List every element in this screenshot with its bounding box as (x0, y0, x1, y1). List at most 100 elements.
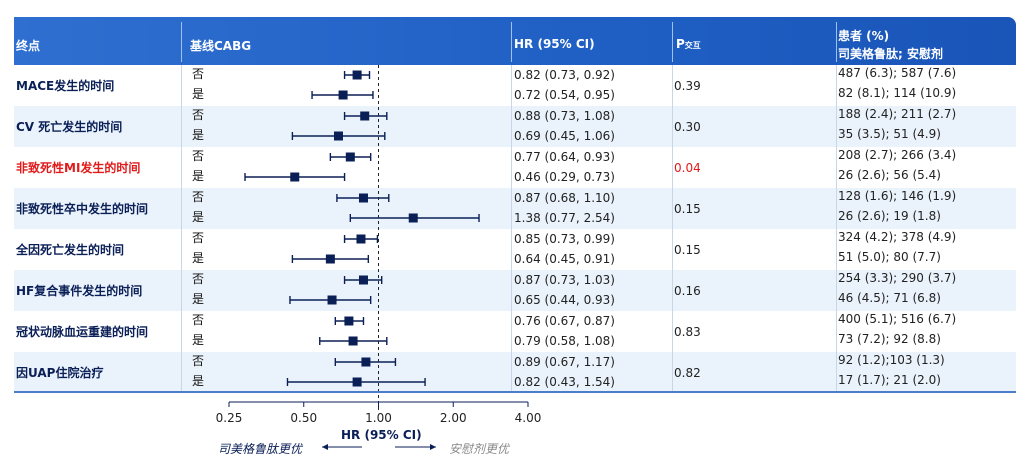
header-endpoint: 终点 (16, 39, 41, 53)
left-arrow-head (322, 444, 328, 450)
subgroup-label: 是 (192, 251, 205, 265)
endpoint-label: MACE发生的时间 (16, 79, 115, 93)
header-hr: HR (95% CI) (514, 37, 595, 51)
header-baseline: 基线CABG (190, 39, 252, 53)
hr-ci-value: 0.82 (0.43, 1.54) (514, 375, 615, 389)
subgroup-label: 否 (192, 108, 205, 122)
hr-marker (333, 131, 343, 141)
hr-ci-value: 0.65 (0.44, 0.93) (514, 293, 615, 307)
x-tick-label: 0.25 (215, 411, 243, 425)
column-divider (511, 65, 512, 391)
right-arrow-head (430, 444, 436, 450)
subgroup-label: 是 (192, 169, 205, 183)
subgroup-label: 否 (192, 231, 205, 245)
hr-marker (408, 213, 418, 223)
p-interaction-value: 0.82 (674, 366, 701, 380)
hr-marker (338, 90, 348, 100)
subgroup-label: 是 (192, 128, 205, 142)
patient-counts: 26 (2.6); 56 (5.4) (838, 168, 941, 182)
p-interaction-value: 0.15 (674, 243, 701, 257)
patient-counts: 35 (3.5); 51 (4.9) (838, 127, 941, 141)
endpoint-label: 非致死性卒中发生的时间 (16, 202, 149, 216)
patient-counts: 51 (5.0); 80 (7.7) (838, 250, 941, 264)
endpoint-label: HF复合事件发生的时间 (16, 284, 143, 298)
header-p-sub: 交互 (684, 41, 701, 50)
hr-ci-value: 0.87 (0.73, 1.03) (514, 273, 615, 287)
patient-counts: 82 (8.1); 114 (10.9) (838, 86, 957, 100)
hr-ci-value: 0.46 (0.29, 0.73) (514, 170, 615, 184)
patient-counts: 188 (2.4); 211 (2.7) (838, 107, 957, 121)
x-tick-label: 2.00 (439, 411, 467, 425)
hr-marker (361, 357, 371, 367)
hr-marker (352, 377, 362, 387)
table-bottom-rule (14, 391, 1016, 393)
hr-ci-value: 0.76 (0.67, 0.87) (514, 314, 615, 328)
subgroup-label: 否 (192, 190, 205, 204)
patient-counts: 128 (1.6); 146 (1.9) (838, 189, 957, 203)
subgroup-label: 是 (192, 292, 205, 306)
header-patients-line2: 司美格鲁肽; 安慰剂 (838, 47, 943, 61)
header-p: P交互 (676, 37, 701, 51)
endpoint-label: 冠状动脉血运重建的时间 (16, 325, 149, 339)
hr-marker (327, 295, 337, 305)
patient-counts: 400 (5.1); 516 (6.7) (838, 312, 957, 326)
hr-marker (360, 111, 370, 121)
header-divider (181, 22, 182, 62)
p-interaction-value: 0.39 (674, 79, 701, 93)
hr-marker (344, 316, 354, 326)
subgroup-label: 是 (192, 87, 205, 101)
hr-marker (352, 70, 362, 80)
hr-marker (348, 336, 358, 346)
subgroup-label: 是 (192, 374, 205, 388)
endpoint-label: CV 死亡发生的时间 (16, 120, 123, 134)
p-interaction-value: 0.16 (674, 284, 701, 298)
header-divider (836, 22, 837, 62)
patient-counts: 324 (4.2); 378 (4.9) (838, 230, 957, 244)
hr-ci-value: 0.88 (0.73, 1.08) (514, 109, 615, 123)
hr-ci-value: 0.77 (0.64, 0.93) (514, 150, 615, 164)
patient-counts: 487 (6.3); 587 (7.6) (838, 66, 957, 80)
patient-counts: 17 (1.7); 21 (2.0) (838, 373, 941, 387)
subgroup-label: 是 (192, 333, 205, 347)
endpoint-label: 全因死亡发生的时间 (16, 243, 125, 257)
header-divider (511, 22, 512, 62)
x-tick-label: 4.00 (514, 411, 542, 425)
header-divider (672, 22, 673, 62)
p-interaction-value: 0.04 (674, 161, 701, 175)
hr-ci-value: 0.89 (0.67, 1.17) (514, 355, 615, 369)
hr-ci-value: 0.85 (0.73, 0.99) (514, 232, 615, 246)
subgroup-label: 否 (192, 313, 205, 327)
x-tick-label: 1.00 (365, 411, 392, 425)
patient-counts: 92 (1.2);103 (1.3) (838, 353, 945, 367)
hr-ci-value: 0.87 (0.68, 1.10) (514, 191, 615, 205)
endpoint-label: 因UAP住院治疗 (16, 366, 104, 380)
favor-semaglutide-label: 司美格鲁肽更优 (218, 442, 303, 456)
endpoint-label: 非致死性MI发生的时间 (16, 161, 141, 175)
header-p-main: P (676, 37, 685, 51)
hr-marker (345, 152, 355, 162)
column-divider (672, 65, 673, 391)
patient-counts: 208 (2.7); 266 (3.4) (838, 148, 957, 162)
subgroup-label: 否 (192, 67, 205, 81)
p-interaction-value: 0.83 (674, 325, 701, 339)
hr-marker (356, 234, 366, 244)
patient-counts: 254 (3.3); 290 (3.7) (838, 271, 957, 285)
p-interaction-value: 0.30 (674, 120, 701, 134)
subgroup-label: 否 (192, 272, 205, 286)
patient-counts: 73 (7.2); 92 (8.8) (838, 332, 941, 346)
favor-placebo-label: 安慰剂更优 (449, 442, 510, 456)
hr-marker (358, 193, 368, 203)
hr-marker (290, 172, 300, 182)
column-divider (181, 65, 182, 391)
subgroup-label: 是 (192, 210, 205, 224)
hr-ci-value: 0.69 (0.45, 1.06) (514, 129, 615, 143)
subgroup-label: 否 (192, 354, 205, 368)
hr-marker (325, 254, 335, 264)
hr-ci-value: 0.72 (0.54, 0.95) (514, 88, 615, 102)
column-divider (836, 65, 837, 391)
x-axis-label: HR (95% CI) (341, 428, 422, 442)
hr-ci-value: 0.79 (0.58, 1.08) (514, 334, 615, 348)
patient-counts: 26 (2.6); 19 (1.8) (838, 209, 941, 223)
hr-marker (358, 275, 368, 285)
